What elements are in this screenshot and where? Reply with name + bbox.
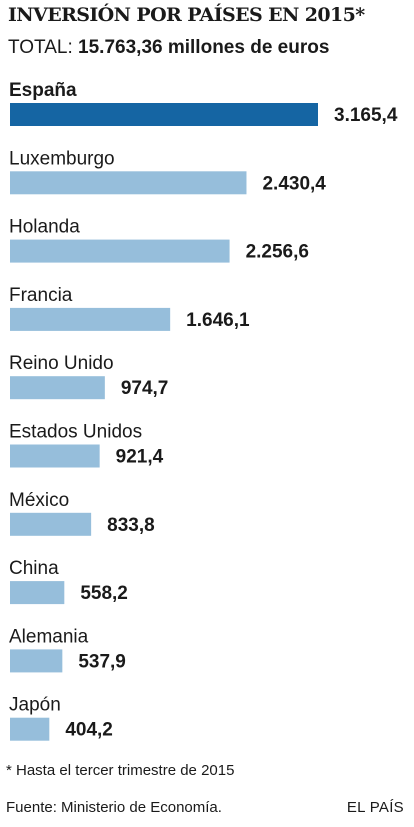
value-label: 3.165,4: [334, 105, 398, 126]
bar: [10, 444, 100, 468]
bar: [10, 103, 318, 126]
source-note: Fuente: Ministerio de Economía.: [6, 799, 222, 816]
category-label: México: [9, 490, 69, 511]
bar: [10, 376, 105, 400]
bar: [10, 307, 171, 331]
chart-title: INVERSIÓN POR PAÍSES EN 2015*: [8, 4, 365, 26]
category-label: Holanda: [9, 217, 80, 238]
category-label: Estados Unidos: [9, 422, 142, 443]
bar: [10, 581, 65, 605]
bar: [10, 717, 50, 741]
value-label: 974,7: [121, 378, 169, 399]
value-label: 2.430,4: [262, 173, 326, 194]
bar: [10, 171, 247, 195]
chart-subtitle: TOTAL: 15.763,36 millones de euros: [8, 37, 329, 59]
value-label: 833,8: [107, 515, 155, 536]
category-label: España: [9, 80, 77, 101]
total-value: 15.763,36 millones de euros: [78, 37, 330, 58]
brand-logo: EL PAÍS: [346, 799, 404, 816]
footnote: * Hasta el tercer trimestre de 2015: [6, 762, 235, 779]
bar: [10, 649, 63, 673]
bar: [10, 512, 92, 536]
category-label: China: [9, 558, 59, 579]
value-label: 404,2: [65, 720, 113, 741]
category-label: Francia: [9, 285, 73, 306]
value-label: 2.256,6: [246, 242, 309, 263]
total-label: TOTAL:: [8, 37, 73, 58]
value-label: 1.646,1: [186, 310, 250, 331]
value-label: 921,4: [116, 447, 164, 468]
value-label: 558,2: [80, 583, 128, 604]
value-label: 537,9: [78, 651, 126, 672]
category-label: Alemania: [9, 626, 89, 647]
category-label: Reino Unido: [9, 353, 114, 374]
bar: [10, 239, 230, 263]
category-label: Luxemburgo: [9, 148, 115, 169]
category-label: Japón: [9, 695, 61, 716]
